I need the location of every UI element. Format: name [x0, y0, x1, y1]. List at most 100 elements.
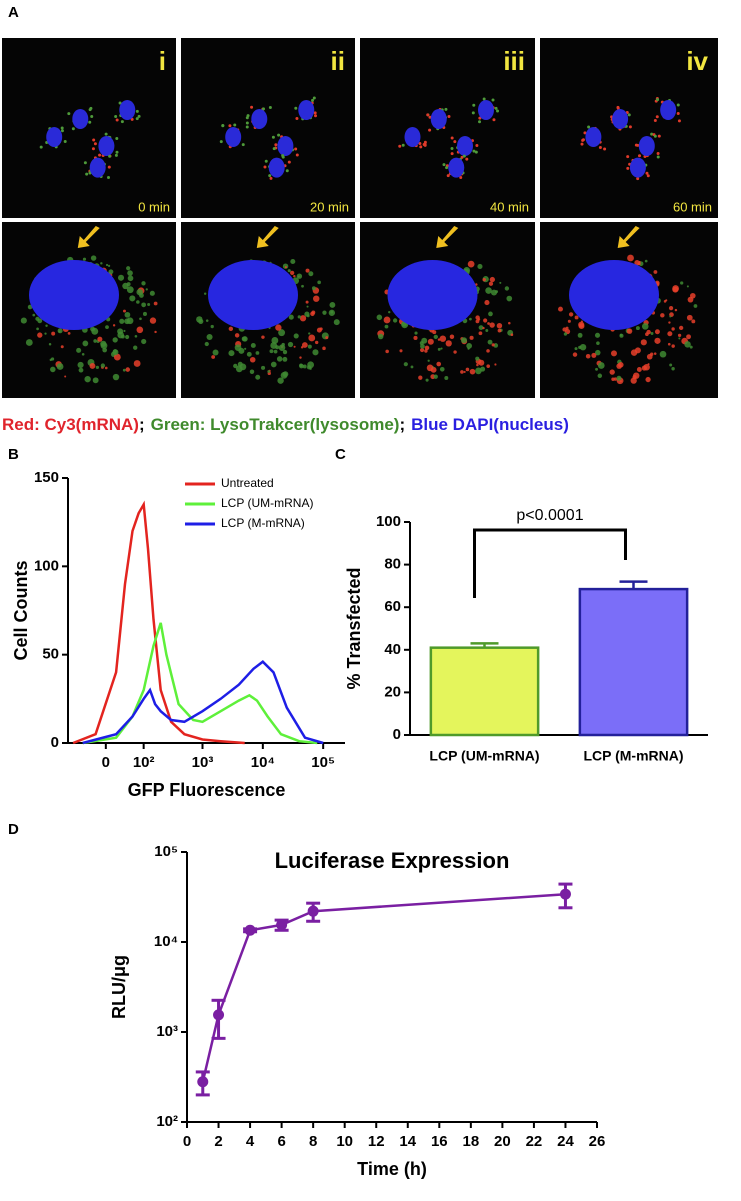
- speckle: [597, 373, 603, 379]
- speckle: [460, 370, 464, 374]
- speckle: [496, 323, 503, 329]
- x-tick-label: 0: [102, 754, 110, 771]
- speckle: [676, 103, 680, 107]
- speckle: [656, 151, 660, 155]
- speckle: [305, 300, 309, 304]
- y-tick-label: 100: [34, 557, 59, 574]
- legend-text: Green: LysoTrakcer(lysosome): [151, 415, 400, 434]
- speckle: [424, 345, 430, 351]
- speckle: [595, 367, 599, 371]
- speckle: [627, 113, 631, 117]
- x-tick-label: 10⁴: [251, 754, 275, 771]
- speckle: [51, 331, 56, 336]
- speckle: [678, 325, 684, 331]
- speckle: [325, 336, 329, 340]
- speckle: [122, 368, 126, 372]
- speckle: [447, 115, 451, 119]
- data-point: [213, 1009, 225, 1021]
- nucleus: [251, 109, 268, 129]
- speckle: [619, 380, 622, 383]
- speckle: [428, 115, 432, 119]
- speckle: [426, 113, 430, 117]
- speckle: [453, 140, 457, 144]
- y-tick-label: 10⁵: [154, 843, 178, 860]
- x-axis-label: GFP Fluorescence: [128, 780, 286, 800]
- speckle: [603, 147, 607, 151]
- speckle: [433, 374, 438, 379]
- series-line: [72, 500, 245, 745]
- nucleus: [98, 136, 115, 156]
- speckle: [472, 149, 476, 153]
- speckle: [418, 141, 422, 145]
- speckle: [294, 106, 298, 110]
- y-tick-label: 80: [384, 556, 401, 573]
- speckle: [427, 338, 434, 345]
- speckle: [71, 127, 75, 131]
- speckle: [39, 145, 43, 149]
- panel-numeral: ii: [331, 46, 345, 76]
- speckle: [104, 132, 108, 136]
- speckle: [322, 310, 327, 315]
- speckle: [228, 124, 232, 128]
- speckle: [117, 274, 125, 281]
- speckle: [667, 342, 671, 346]
- speckle: [211, 355, 216, 359]
- y-tick-label: 150: [34, 469, 59, 486]
- speckle: [674, 308, 678, 312]
- speckle: [653, 352, 657, 355]
- speckle: [691, 319, 696, 324]
- speckle: [37, 332, 43, 338]
- speckle: [419, 145, 423, 149]
- speckle: [465, 157, 469, 161]
- speckle: [134, 334, 138, 338]
- speckle: [123, 329, 126, 333]
- nucleus: [569, 260, 659, 330]
- speckle: [100, 340, 107, 347]
- speckle: [634, 143, 638, 147]
- image-legend: Red: Cy3(mRNA); Green: LysoTrakcer(lysoso…: [2, 415, 569, 434]
- speckle: [245, 121, 249, 125]
- speckle: [135, 117, 139, 121]
- speckle: [450, 147, 454, 151]
- speckle: [293, 333, 299, 339]
- speckle: [478, 116, 482, 120]
- speckle: [475, 367, 482, 375]
- speckle: [477, 263, 483, 270]
- speckle: [250, 105, 254, 109]
- speckle: [445, 166, 449, 170]
- speckle: [329, 302, 336, 308]
- speckle: [314, 114, 318, 118]
- speckle: [475, 356, 480, 361]
- speckle: [630, 377, 637, 384]
- data-point: [307, 905, 319, 917]
- speckle: [489, 276, 496, 283]
- speckle: [574, 347, 578, 351]
- speckle: [245, 116, 249, 120]
- speckle: [616, 375, 622, 381]
- speckle: [422, 143, 426, 147]
- speckle: [154, 330, 157, 334]
- arrow: [617, 226, 640, 248]
- speckle: [153, 301, 158, 306]
- speckle: [107, 165, 111, 169]
- speckle: [242, 336, 248, 342]
- speckle: [667, 331, 673, 337]
- speckle: [305, 268, 310, 273]
- micrograph: [540, 38, 718, 218]
- speckle: [659, 350, 667, 358]
- speckle: [301, 284, 304, 288]
- speckle: [120, 334, 125, 339]
- speckle: [587, 125, 591, 129]
- panel-numeral: iii: [503, 46, 525, 76]
- speckle: [669, 315, 672, 318]
- speckle: [572, 352, 578, 357]
- y-tick-label: 20: [384, 683, 401, 700]
- speckle: [486, 349, 490, 353]
- speckle: [645, 376, 651, 383]
- speckle: [147, 302, 151, 306]
- speckle: [475, 144, 479, 148]
- speckle: [446, 174, 450, 178]
- series-line: [82, 622, 318, 745]
- speckle: [271, 135, 275, 139]
- speckle: [20, 317, 27, 324]
